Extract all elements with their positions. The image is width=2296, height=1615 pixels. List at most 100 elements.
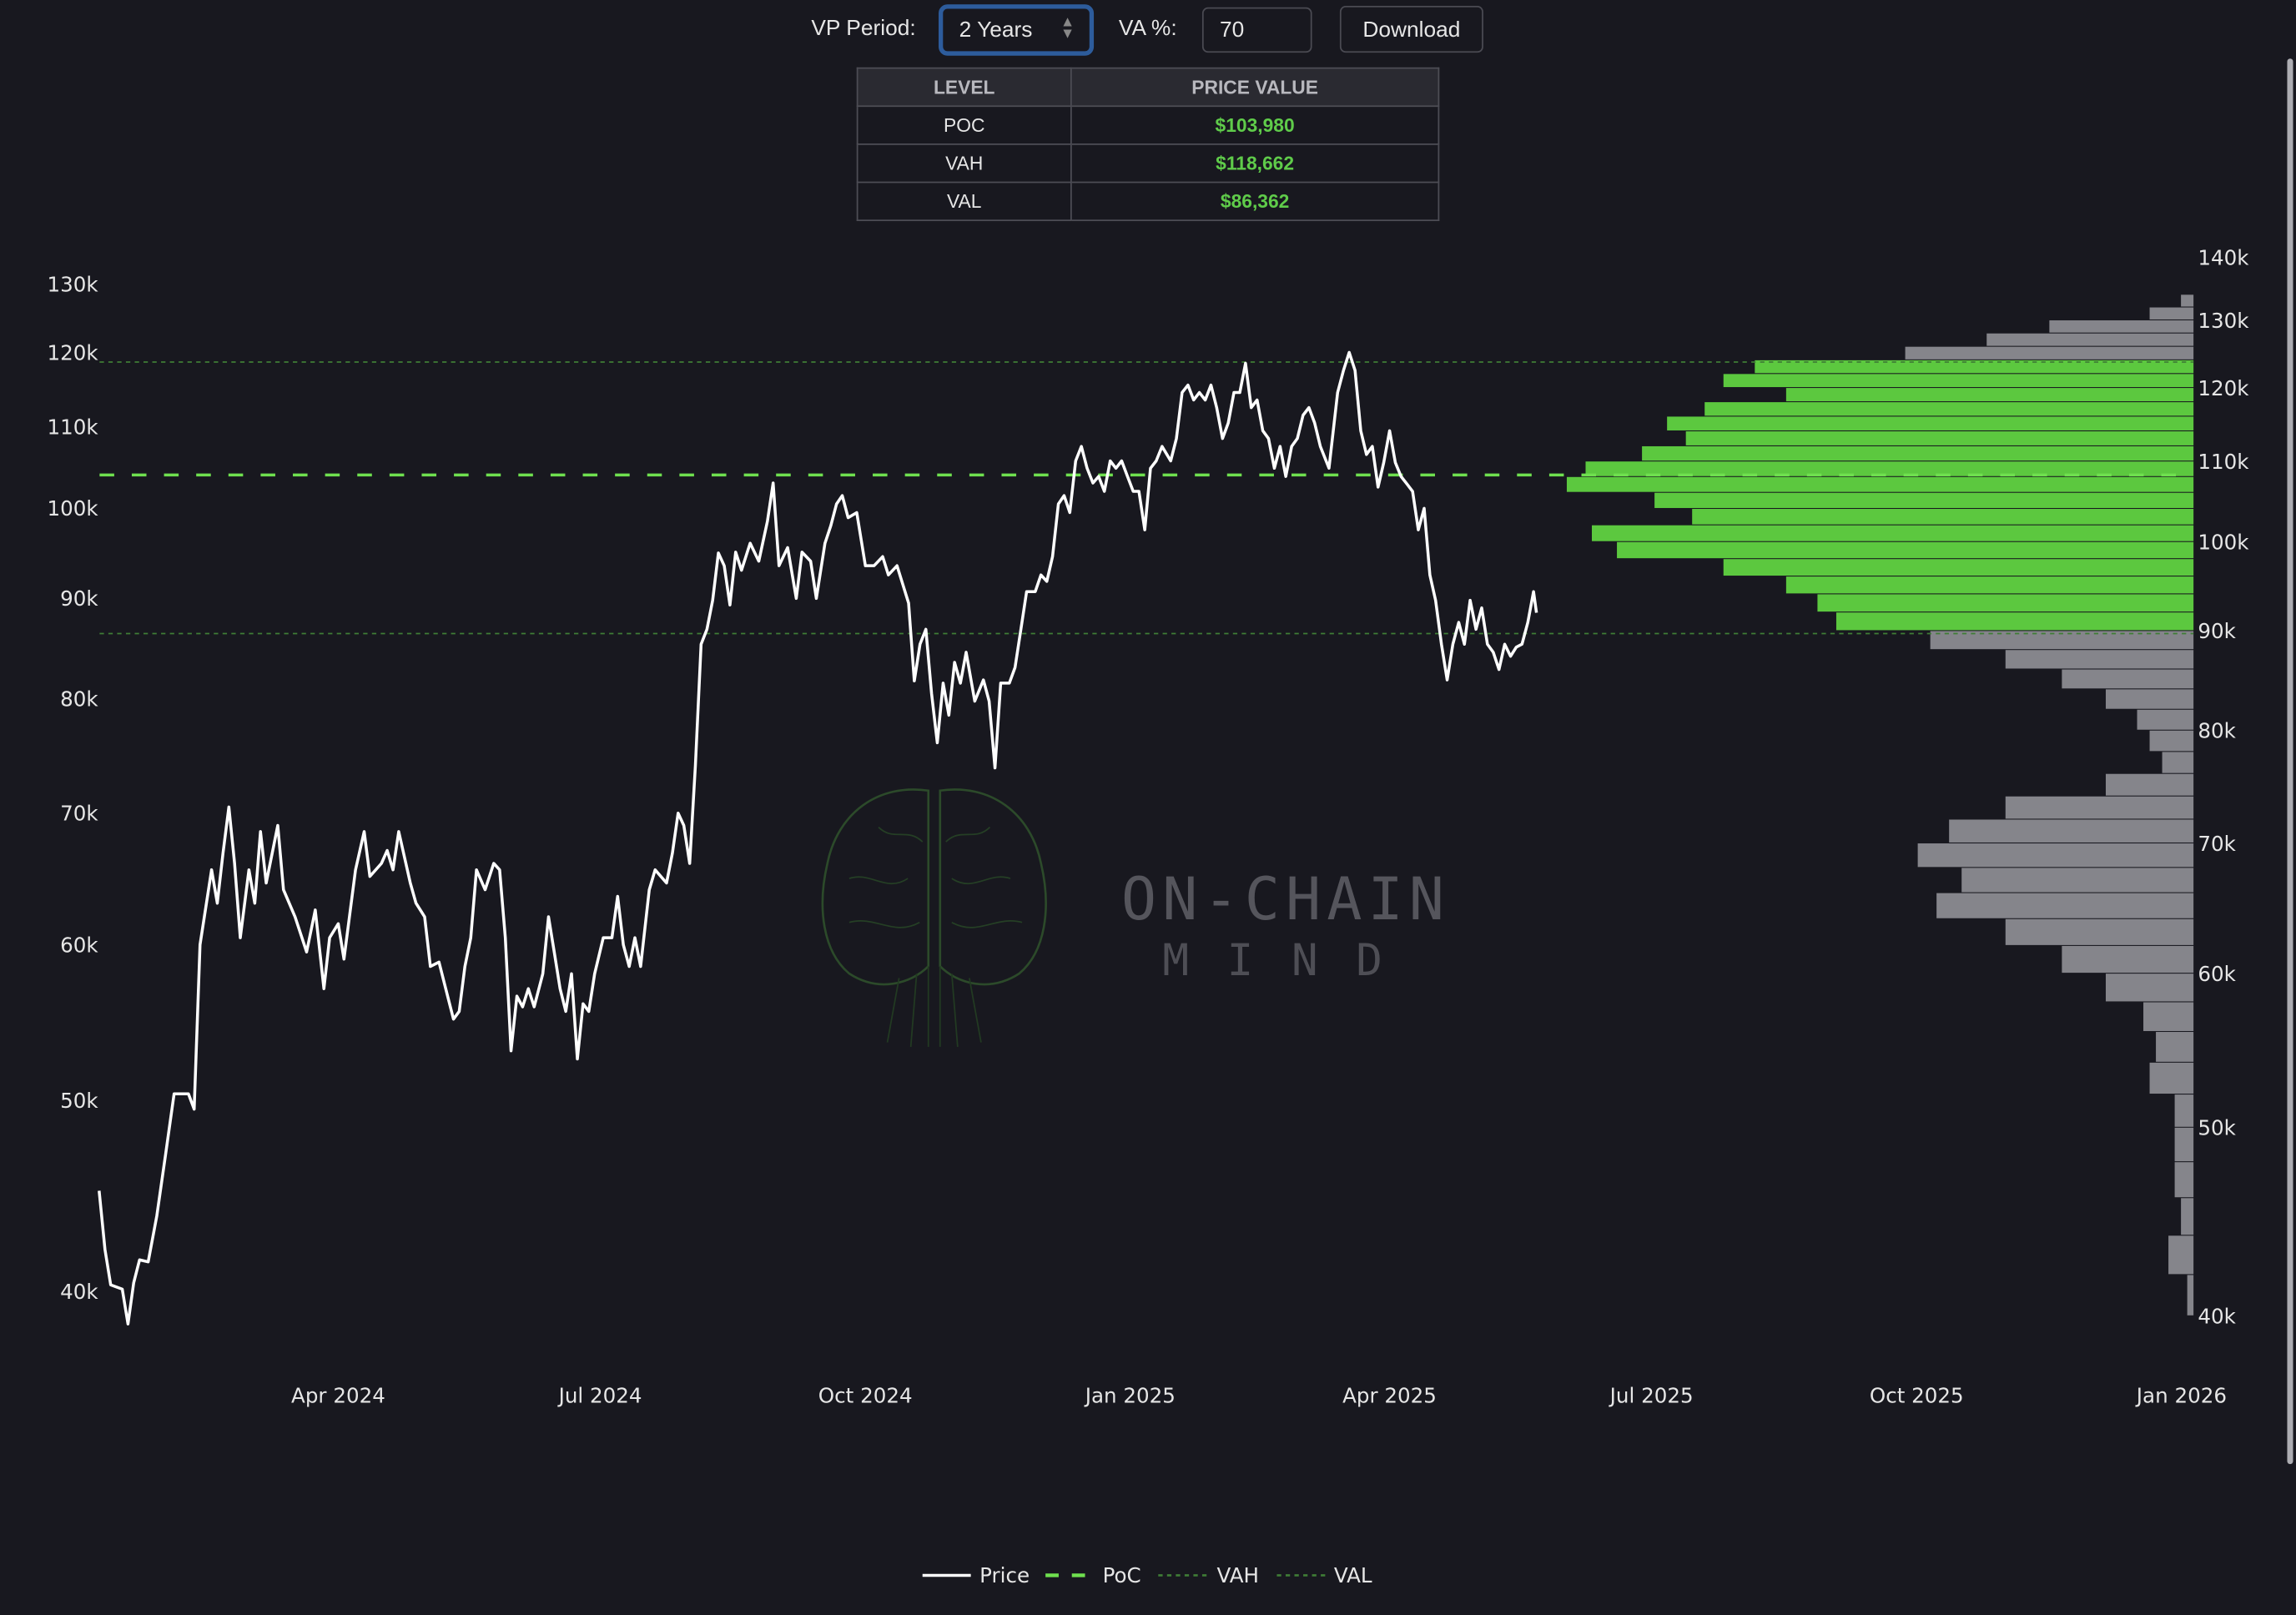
profile-bar: [1917, 843, 2194, 868]
profile-bar: [2049, 320, 2194, 333]
right-axis: 40k 50k 60k 70k 80k 90k 100k 110k 120k 130k 140k: [2198, 246, 2249, 1329]
profile-bar-value-area: [1704, 402, 2194, 416]
x-tick-label: Oct 2025: [1870, 1383, 1964, 1407]
x-tick-label: Apr 2024: [291, 1383, 385, 1407]
header-level: LEVEL: [856, 67, 1072, 108]
profile-bar: [2174, 1162, 2194, 1198]
table-row: VAH $118,662: [856, 143, 1440, 184]
level-name: VAH: [856, 143, 1072, 184]
watermark-text-line2: MIND: [1162, 935, 1420, 986]
profile-bar: [2149, 1062, 2194, 1094]
profile-bar-value-area: [1566, 476, 2194, 492]
chevron-up-down-icon: ▲ ▼: [1060, 14, 1075, 43]
profile-bar: [1949, 819, 2194, 843]
vp-period-select[interactable]: 2 Years ▲ ▼: [939, 4, 1095, 56]
profile-bar: [2005, 650, 2194, 669]
profile-bar-value-area: [1785, 576, 2194, 594]
profile-bar: [2137, 709, 2194, 730]
x-tick-label: Jul 2025: [1609, 1383, 1694, 1407]
profile-bar-value-area: [1592, 525, 2194, 541]
x-axis: Apr 2024 Jul 2024 Oct 2024 Jan 2025 Apr 2025…: [291, 1383, 2227, 1407]
profile-bar-value-area: [1585, 461, 2194, 476]
left-tick-label: 90k: [60, 586, 98, 611]
legend: Price PoC VAH VAL: [922, 1563, 1372, 1587]
price-series-line: [98, 350, 1538, 1326]
profile-bar-value-area: [1617, 541, 2194, 559]
right-tick-label: 50k: [2198, 1116, 2236, 1140]
profile-bar-value-area: [1642, 445, 2194, 461]
legend-price-label[interactable]: Price: [979, 1563, 1030, 1587]
profile-bar-value-area: [1685, 431, 2194, 445]
profile-bar: [2143, 1002, 2194, 1031]
right-tick-label: 60k: [2198, 962, 2236, 986]
brain-icon: [821, 788, 1047, 1047]
right-tick-label: 100k: [2198, 531, 2249, 555]
profile-bar: [1905, 346, 2194, 360]
profile-bar: [1961, 868, 2194, 893]
left-axis: 40k 50k 60k 70k 80k 90k 100k 110k 120k 130k: [47, 272, 98, 1303]
profile-bar-value-area: [1817, 594, 2194, 612]
profile-bar: [2181, 1198, 2194, 1235]
profile-bar: [2181, 294, 2194, 307]
left-tick-label: 130k: [47, 272, 98, 296]
left-tick-label: 110k: [47, 415, 98, 439]
profile-bar: [2156, 1032, 2194, 1062]
profile-bar-value-area: [1723, 559, 2194, 576]
left-tick-label: 40k: [60, 1280, 98, 1304]
va-percent-label: VA %:: [1118, 16, 1177, 42]
level-name: VAL: [856, 181, 1072, 222]
profile-bar: [1936, 893, 2194, 918]
x-tick-label: Jan 2025: [1084, 1383, 1176, 1407]
profile-bar: [2149, 730, 2194, 752]
va-percent-input[interactable]: 70: [1201, 7, 1312, 53]
download-button[interactable]: Download: [1339, 6, 1483, 53]
vp-period-label: VP Period:: [811, 16, 916, 42]
table-header-row: LEVEL PRICE VALUE: [856, 67, 1440, 108]
profile-bar-value-area: [1755, 360, 2194, 374]
profile-bar: [2105, 773, 2194, 796]
right-tick-label: 90k: [2198, 619, 2236, 643]
profile-bar: [2168, 1235, 2194, 1275]
legend-val-label[interactable]: VAL: [1334, 1563, 1372, 1587]
profile-bar: [1930, 631, 2194, 650]
profile-bar: [2149, 307, 2194, 319]
right-tick-label: 110k: [2198, 450, 2249, 474]
level-value: $86,362: [1070, 181, 1440, 222]
profile-bar-value-area: [1785, 388, 2194, 402]
profile-bar-value-area: [1692, 509, 2194, 525]
profile-bar: [2062, 945, 2194, 974]
legend-vah-label[interactable]: VAH: [1216, 1563, 1259, 1587]
right-tick-label: 70k: [2198, 832, 2236, 856]
profile-bar-value-area: [1835, 612, 2194, 631]
profile-bar: [2005, 918, 2194, 945]
header-price-value: PRICE VALUE: [1070, 67, 1440, 108]
right-tick-label: 120k: [2198, 376, 2249, 400]
profile-bar-value-area: [1723, 374, 2194, 388]
left-tick-label: 50k: [60, 1089, 98, 1113]
watermark-text-line1: ON-CHAIN: [1121, 865, 1450, 933]
va-percent-value: 70: [1219, 18, 1245, 43]
x-tick-label: Oct 2024: [818, 1383, 913, 1407]
profile-bar: [2005, 796, 2194, 819]
legend-poc-label[interactable]: PoC: [1103, 1563, 1141, 1587]
left-tick-label: 80k: [60, 687, 98, 712]
volume-profile: [1566, 294, 2194, 1316]
levels-table: LEVEL PRICE VALUE POC $103,980 VAH $118,66…: [856, 67, 1440, 222]
watermark-logo: ON-CHAIN MIND: [821, 788, 1450, 1047]
profile-bar: [2174, 1127, 2194, 1162]
x-tick-label: Apr 2025: [1342, 1383, 1437, 1407]
right-tick-label: 140k: [2198, 246, 2249, 270]
profile-bar: [2187, 1275, 2194, 1316]
level-value: $118,662: [1070, 143, 1440, 184]
profile-bar: [2105, 974, 2194, 1002]
scrollbar[interactable]: [2287, 58, 2293, 1465]
left-tick-label: 120k: [47, 340, 98, 365]
profile-bar: [1986, 333, 2194, 346]
right-tick-label: 130k: [2198, 309, 2249, 333]
level-name: POC: [856, 105, 1072, 145]
profile-bar: [2174, 1094, 2194, 1127]
left-tick-label: 60k: [60, 933, 98, 957]
vp-period-value: 2 Years: [959, 18, 1033, 43]
